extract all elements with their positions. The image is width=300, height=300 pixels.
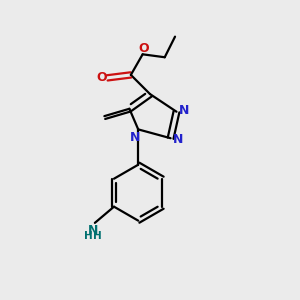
Text: H: H (93, 231, 102, 241)
Text: H: H (84, 231, 93, 241)
Text: N: N (173, 133, 184, 146)
Text: N: N (88, 224, 99, 237)
Text: O: O (96, 71, 107, 84)
Text: N: N (130, 131, 140, 144)
Text: N: N (179, 104, 190, 117)
Text: O: O (139, 42, 149, 55)
